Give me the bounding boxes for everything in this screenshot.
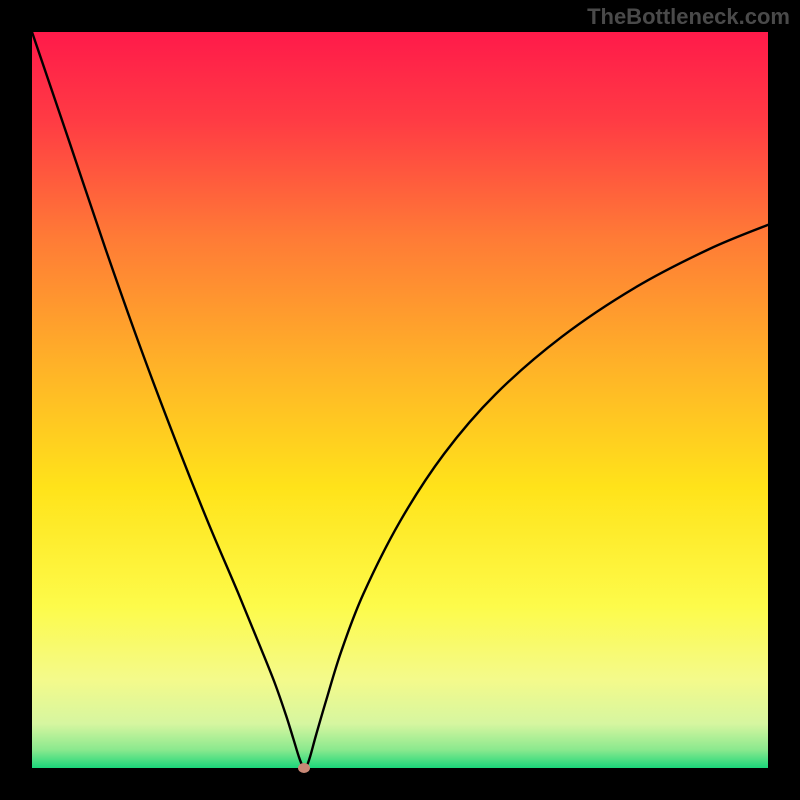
bottleneck-curve — [32, 32, 768, 768]
plot-area — [32, 32, 768, 768]
chart-frame: TheBottleneck.com — [0, 0, 800, 800]
watermark-text: TheBottleneck.com — [587, 4, 790, 30]
minimum-marker — [298, 763, 310, 773]
